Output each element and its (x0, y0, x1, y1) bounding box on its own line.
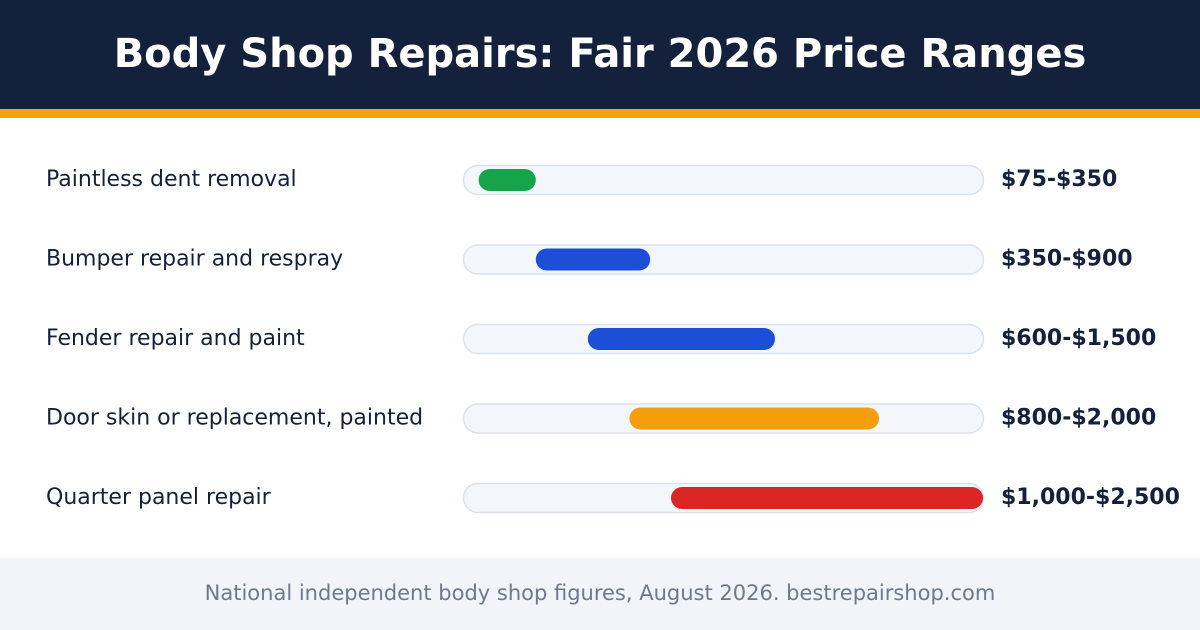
value-label: $75-$350 (1001, 167, 1117, 192)
range-bar (629, 407, 879, 430)
value-label: $800-$2,000 (1001, 406, 1156, 431)
category-label: Paintless dent removal (46, 167, 297, 192)
chart-title: Body Shop Repairs: Fair 2026 Price Range… (114, 31, 1087, 77)
category-label: Bumper repair and respray (46, 247, 343, 272)
category-label: Quarter panel repair (46, 485, 272, 510)
header (0, 0, 1200, 109)
value-label: $600-$1,500 (1001, 326, 1156, 351)
footer (0, 558, 1200, 630)
range-bar (478, 169, 536, 191)
category-label: Fender repair and paint (46, 326, 305, 351)
footer-text: National independent body shop figures, … (205, 581, 996, 605)
value-label: $1,000-$2,500 (1001, 485, 1180, 510)
category-label: Door skin or replacement, painted (46, 406, 423, 431)
value-label: $350-$900 (1001, 247, 1133, 272)
range-bar (671, 487, 983, 509)
track (462, 164, 985, 196)
range-bar (587, 328, 775, 350)
header-stripe (0, 109, 1200, 118)
range-bar (535, 248, 651, 271)
